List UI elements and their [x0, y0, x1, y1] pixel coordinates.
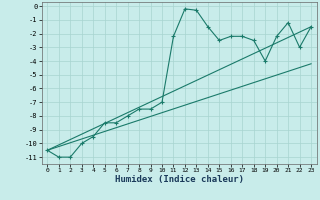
X-axis label: Humidex (Indice chaleur): Humidex (Indice chaleur) — [115, 175, 244, 184]
